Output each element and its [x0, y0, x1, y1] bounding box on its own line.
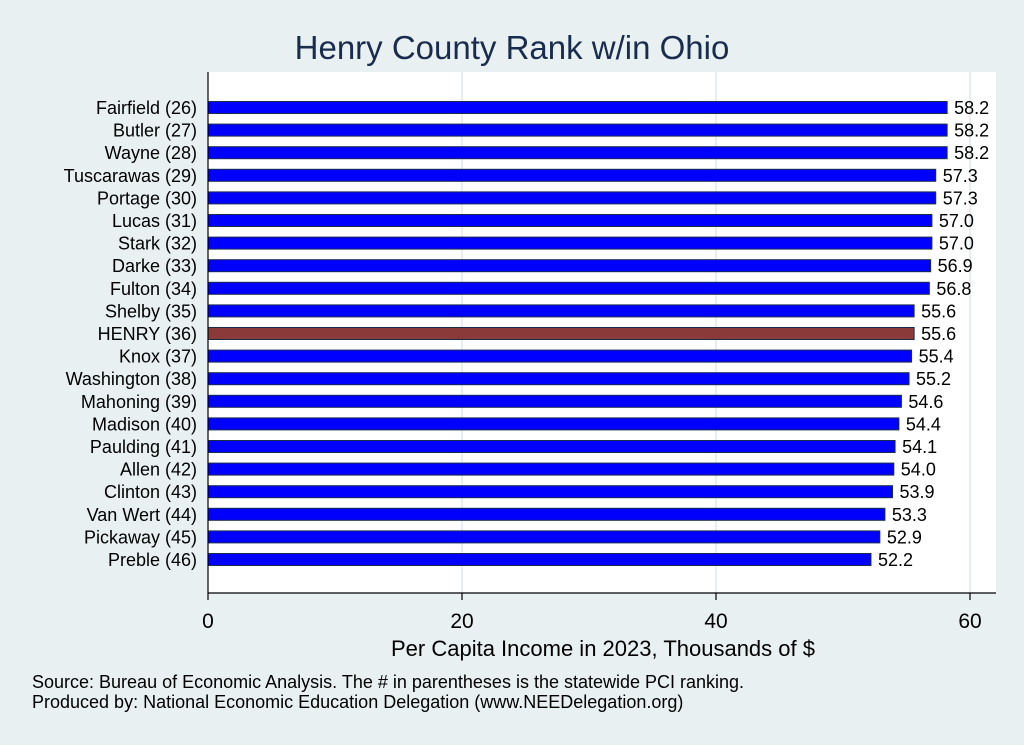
value-label: 54.4: [906, 414, 941, 434]
category-label: Mahoning (39): [81, 392, 197, 412]
category-label: Knox (37): [119, 347, 197, 367]
bar-preble: [207, 553, 872, 566]
value-label: 52.2: [878, 550, 913, 570]
bars-group: [207, 101, 948, 566]
bar-portage: [207, 191, 937, 205]
value-label: 57.0: [939, 234, 974, 254]
category-label: Butler (27): [113, 121, 197, 141]
bar-pickaway: [207, 530, 881, 544]
category-labels: Fairfield (26) Butler (27)Wayne (28) Tusca…: [64, 98, 197, 570]
bar-darke: [207, 259, 932, 273]
category-label: Tuscarawas (29): [64, 166, 197, 186]
value-label: 55.4: [919, 347, 954, 367]
value-label: 53.3: [892, 505, 927, 525]
bar-paulding: [207, 440, 896, 453]
value-label: 56.9: [938, 256, 973, 276]
bar-lucas: [207, 214, 933, 227]
bar-knox: [207, 349, 913, 363]
bar-mahoning: [207, 394, 902, 408]
category-label: Pickaway (45): [84, 527, 197, 547]
category-label: Paulding (41): [90, 437, 197, 457]
value-label: 57.3: [943, 166, 978, 186]
producer-note: Produced by: National Economic Education…: [32, 692, 684, 712]
category-label: HENRY (36): [98, 324, 197, 344]
category-label: Stark (32): [118, 234, 197, 254]
category-label: Portage (30): [97, 188, 197, 208]
value-label: 58.2: [954, 143, 989, 163]
value-label: 55.2: [916, 369, 951, 389]
bar-van-wert: [207, 507, 886, 521]
x-tick-label: 0: [202, 610, 214, 633]
value-label: 57.3: [943, 188, 978, 208]
category-label: Shelby (35): [105, 301, 197, 321]
category-label: Madison (40): [92, 414, 197, 434]
bar-shelby: [207, 304, 915, 318]
chart-title: Henry County Rank w/in Ohio: [295, 29, 730, 66]
value-label: 58.2: [954, 98, 989, 118]
value-label: 55.6: [921, 324, 956, 344]
category-label: Preble (46): [108, 550, 197, 570]
bar-allen: [207, 462, 895, 476]
bar-stark: [207, 236, 933, 250]
value-label: 56.8: [936, 279, 971, 299]
x-tick-label: 60: [958, 610, 981, 633]
category-label: Allen (42): [120, 460, 197, 480]
bar-fairfield: [207, 101, 948, 114]
bar-tuscarawas: [207, 168, 937, 182]
category-label: Wayne (28): [105, 143, 197, 163]
category-label: Lucas (31): [112, 211, 197, 231]
x-tick-label: 40: [704, 610, 727, 633]
bar-wayne: [207, 146, 948, 160]
category-label: Fairfield (26): [96, 98, 197, 118]
category-label: Washington (38): [66, 369, 197, 389]
value-label: 53.9: [900, 482, 935, 502]
value-label: 52.9: [887, 527, 922, 547]
category-label: Darke (33): [112, 256, 197, 276]
bar-henry: [207, 327, 915, 340]
x-tick-label: 20: [450, 610, 473, 633]
x-axis-label: Per Capita Income in 2023, Thousands of …: [391, 636, 815, 661]
bar-butler: [207, 123, 948, 137]
value-label: 54.1: [902, 437, 937, 457]
x-axis-ticks: 0 20 40 60: [202, 593, 982, 633]
source-note: Source: Bureau of Economic Analysis. The…: [32, 672, 745, 692]
value-label: 54.0: [901, 460, 936, 480]
category-label: Fulton (34): [110, 279, 197, 299]
bar-madison: [207, 417, 900, 431]
category-label: Van Wert (44): [87, 505, 197, 525]
bar-washington: [207, 372, 910, 386]
value-label: 54.6: [908, 392, 943, 412]
value-label: 55.6: [921, 301, 956, 321]
bar-clinton: [207, 485, 894, 499]
category-label: Clinton (43): [104, 482, 197, 502]
bar-fulton: [207, 281, 930, 295]
value-labels: 58.258.258.257.357.357.057.056.956.855.6…: [878, 98, 989, 570]
value-label: 58.2: [954, 121, 989, 141]
value-label: 57.0: [939, 211, 974, 231]
